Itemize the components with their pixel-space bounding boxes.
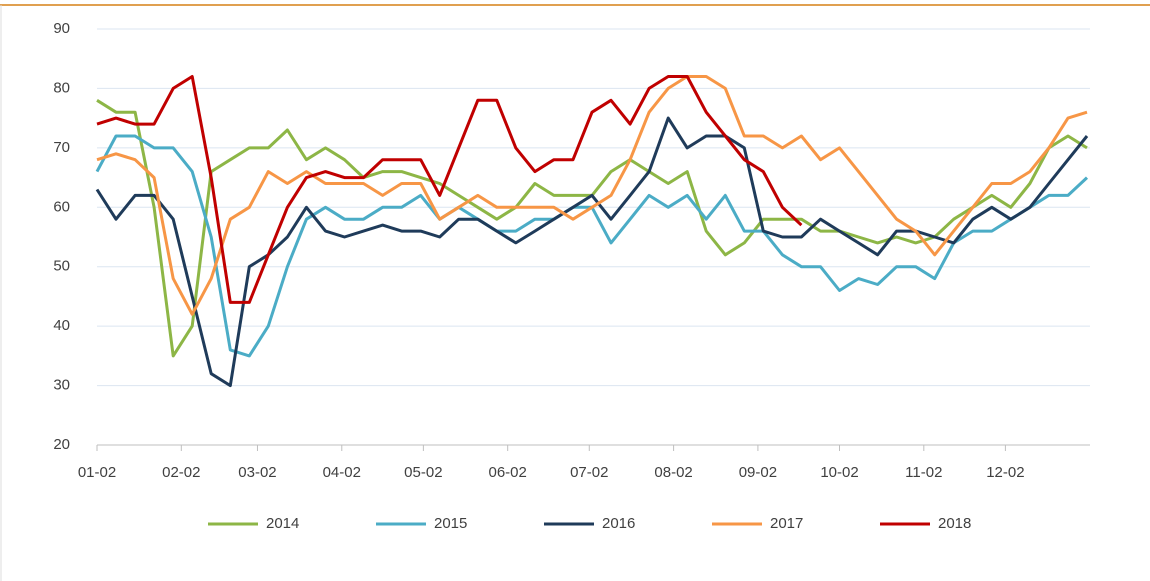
legend-label: 2016 xyxy=(602,515,635,532)
x-tick-label: 08-02 xyxy=(654,464,692,481)
x-tick-label: 04-02 xyxy=(323,464,361,481)
y-tick-label: 80 xyxy=(53,79,70,96)
x-tick-label: 02-02 xyxy=(162,464,200,481)
x-tick-label: 11-02 xyxy=(905,464,942,481)
x-tick-label: 10-02 xyxy=(820,464,858,481)
x-tick-label: 07-02 xyxy=(570,464,608,481)
y-tick-label: 30 xyxy=(53,377,70,394)
x-tick-label: 06-02 xyxy=(488,464,526,481)
y-tick-label: 70 xyxy=(53,139,70,156)
legend-label: 2018 xyxy=(938,515,971,532)
x-tick-label: 09-02 xyxy=(739,464,777,481)
legend-label: 2017 xyxy=(770,515,803,532)
x-tick-label: 03-02 xyxy=(238,464,276,481)
x-tick-label: 01-02 xyxy=(78,464,116,481)
y-tick-label: 20 xyxy=(53,436,70,453)
series-line xyxy=(95,116,1089,388)
y-tick-label: 50 xyxy=(53,258,70,275)
legend-label: 2014 xyxy=(266,515,299,532)
series-line xyxy=(96,75,1088,316)
x-tick-label: 05-02 xyxy=(404,464,442,481)
series-line xyxy=(96,75,803,304)
y-tick-label: 90 xyxy=(53,20,70,37)
y-tick-label: 40 xyxy=(53,317,70,334)
x-tick-label: 12-02 xyxy=(986,464,1024,481)
y-tick-label: 60 xyxy=(53,198,70,215)
legend-label: 2015 xyxy=(434,515,467,532)
